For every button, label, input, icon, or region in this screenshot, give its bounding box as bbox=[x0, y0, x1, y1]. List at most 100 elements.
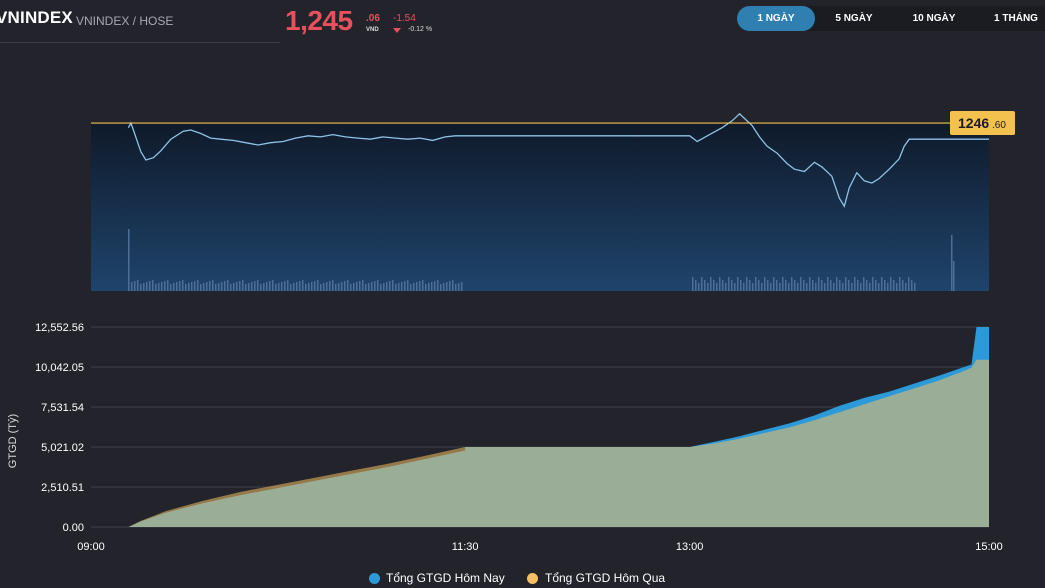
volume-bar bbox=[266, 282, 268, 291]
x-tick-label: 13:00 bbox=[676, 541, 704, 553]
volume-bar bbox=[425, 284, 427, 291]
volume-bar bbox=[461, 282, 463, 291]
volume-bar bbox=[908, 277, 910, 291]
volume-bar bbox=[188, 283, 190, 291]
volume-bar bbox=[278, 283, 280, 291]
volume-bar bbox=[725, 283, 727, 291]
ticker-symbol: VNINDEX bbox=[0, 8, 73, 27]
volume-bar bbox=[893, 280, 895, 291]
volume-bar bbox=[158, 283, 160, 291]
volume-bar bbox=[818, 277, 820, 291]
volume-bar bbox=[341, 282, 343, 291]
volume-bar bbox=[194, 281, 196, 291]
volume-bar bbox=[836, 277, 838, 291]
volume-bar bbox=[305, 284, 307, 291]
x-tick-label: 11:30 bbox=[452, 541, 479, 553]
volume-bar bbox=[335, 284, 337, 291]
volume-bar bbox=[407, 280, 409, 291]
volume-bar bbox=[782, 277, 784, 291]
volume-bar bbox=[455, 284, 457, 291]
volume-bar bbox=[275, 284, 277, 291]
volume-bar bbox=[899, 277, 901, 291]
volume-bar bbox=[797, 283, 799, 291]
tab-5-days[interactable]: 5 NGÀY bbox=[835, 13, 873, 24]
volume-bar bbox=[365, 284, 367, 291]
volume-bar bbox=[353, 283, 355, 291]
volume-bar bbox=[443, 283, 445, 291]
legend-dot-today bbox=[369, 573, 380, 584]
volume-bar bbox=[458, 283, 460, 291]
volume-bar bbox=[371, 282, 373, 291]
volume-bar bbox=[236, 282, 238, 291]
tab-1-day[interactable]: 1 NGÀY bbox=[737, 6, 815, 31]
volume-bar bbox=[851, 283, 853, 291]
volume-bar bbox=[128, 229, 130, 291]
volume-bar bbox=[731, 280, 733, 291]
legend-today[interactable]: Tổng GTGD Hôm Nay bbox=[386, 571, 505, 585]
timeframe-tabs: 1 NGÀY 5 NGÀY 10 NGÀY 1 THÁNG bbox=[737, 6, 1045, 31]
volume-bar bbox=[167, 280, 169, 291]
y-tick-label: 5,021.02 bbox=[41, 442, 84, 454]
volume-bar bbox=[743, 283, 745, 291]
volume-bar bbox=[806, 283, 808, 291]
volume-bar bbox=[146, 282, 148, 291]
volume-bar bbox=[809, 277, 811, 291]
volume-bar bbox=[311, 282, 313, 291]
volume-bar bbox=[749, 280, 751, 291]
volume-bar bbox=[860, 283, 862, 291]
y-axis-label: GTGD (Tỷ) bbox=[7, 414, 19, 468]
volume-bar bbox=[737, 277, 739, 291]
volume-bar bbox=[821, 280, 823, 291]
tab-10-days[interactable]: 10 NGÀY bbox=[912, 13, 956, 24]
volume-bar bbox=[824, 283, 826, 291]
volume-bar bbox=[164, 281, 166, 291]
volume-bar bbox=[779, 283, 781, 291]
area-series-yesterday bbox=[91, 359, 989, 527]
legend-yesterday[interactable]: Tổng GTGD Hôm Qua bbox=[545, 571, 666, 585]
volume-bar bbox=[788, 283, 790, 291]
volume-bar bbox=[785, 280, 787, 291]
volume-bar bbox=[260, 284, 262, 291]
volume-bar bbox=[203, 283, 205, 291]
tab-1-month[interactable]: 1 THÁNG bbox=[994, 13, 1038, 24]
volume-bar bbox=[137, 280, 139, 291]
volume-bar bbox=[842, 283, 844, 291]
price-unit: VND bbox=[366, 27, 379, 33]
current-price: 1,245 bbox=[285, 5, 353, 36]
y-tick-label: 12,552.56 bbox=[35, 322, 84, 334]
volume-bar bbox=[344, 281, 346, 291]
volume-bar bbox=[734, 283, 736, 291]
price-change-percent: -0.12 % bbox=[408, 26, 433, 33]
volume-bar bbox=[434, 281, 436, 291]
volume-bar bbox=[179, 281, 181, 291]
volume-bar bbox=[854, 277, 856, 291]
volume-bar bbox=[239, 281, 241, 291]
volume-bar bbox=[290, 284, 292, 291]
volume-bar bbox=[875, 280, 877, 291]
volume-bar bbox=[761, 283, 763, 291]
y-axis-ticks: 0.00 2,510.51 5,021.02 7,531.54 10,042.05 12,… bbox=[35, 322, 84, 534]
volume-bar bbox=[170, 284, 172, 291]
volume-bar bbox=[728, 277, 730, 291]
y-tick-label: 2,510.51 bbox=[41, 482, 84, 494]
volume-bar bbox=[338, 283, 340, 291]
volume-bar bbox=[227, 280, 229, 291]
volume-bar bbox=[872, 277, 874, 291]
volume-bar bbox=[416, 282, 418, 291]
volume-bar bbox=[884, 280, 886, 291]
volume-bar bbox=[830, 280, 832, 291]
volume-bar bbox=[701, 277, 703, 291]
volume-bar bbox=[329, 281, 331, 291]
volume-bar bbox=[878, 283, 880, 291]
volume-bar bbox=[428, 283, 430, 291]
volume-bar bbox=[161, 282, 163, 291]
volume-bar bbox=[698, 283, 700, 291]
volume-bar bbox=[951, 235, 953, 291]
volume-bar bbox=[257, 280, 259, 291]
title-box: VNINDEX VNINDEX / HOSE bbox=[0, 0, 280, 43]
volume-bar bbox=[383, 283, 385, 291]
volume-bar bbox=[437, 280, 439, 291]
volume-bar bbox=[794, 280, 796, 291]
volume-bar bbox=[419, 281, 421, 291]
